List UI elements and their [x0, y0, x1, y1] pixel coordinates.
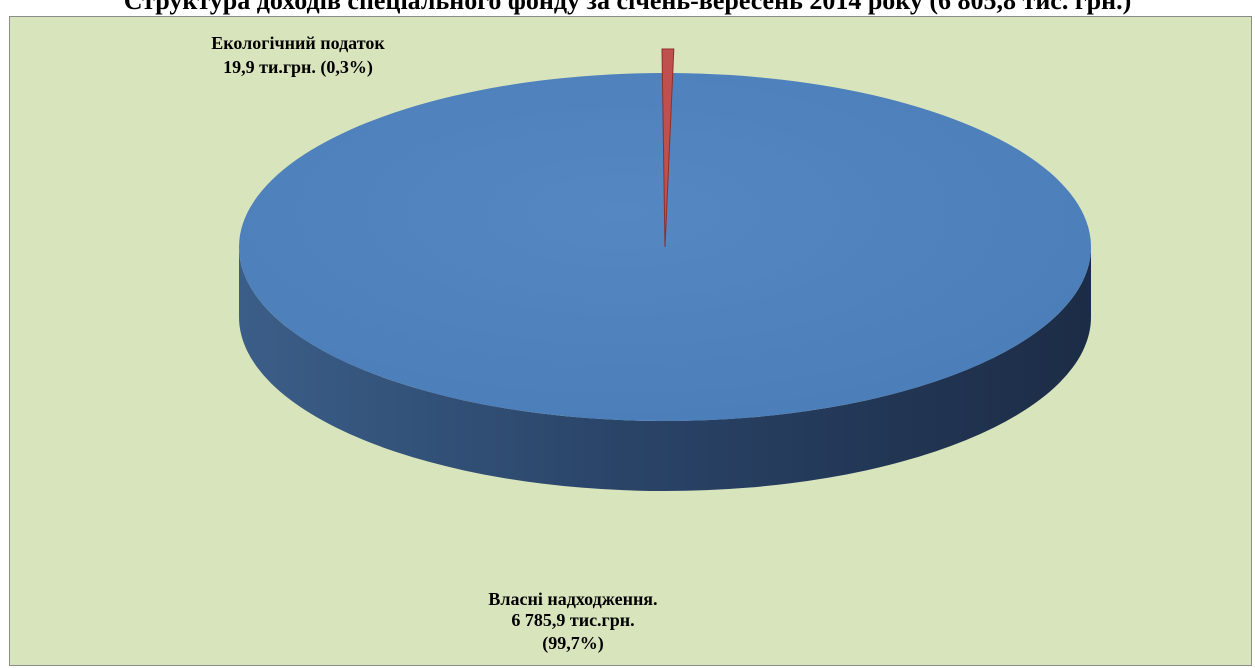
label-slice-2-name: Екологічний податок: [211, 33, 385, 53]
pie-slice-2: [661, 48, 675, 248]
label-slice-2-percent: (0,3%): [320, 57, 373, 78]
label-slice-1-amount: 6 785,9 тис.грн.: [511, 610, 634, 630]
label-slice-1-name: Власні надходження.: [488, 589, 657, 609]
pie-chart: Власні надходження. 6 785,9 тис.грн. (99…: [10, 17, 1251, 665]
label-slice-2-amount-percent: 19,9 ти.грн. (0,3%): [223, 57, 373, 78]
chart-area: Власні надходження. 6 785,9 тис.грн. (99…: [9, 16, 1252, 666]
chart-title: Структура доходів спеціального фонду за …: [123, 0, 1132, 15]
label-slice-2-amount: 19,9 ти.грн.: [223, 57, 316, 77]
pie-side-wall: [239, 247, 1091, 491]
label-slice-1-percent: (99,7%): [542, 633, 604, 654]
